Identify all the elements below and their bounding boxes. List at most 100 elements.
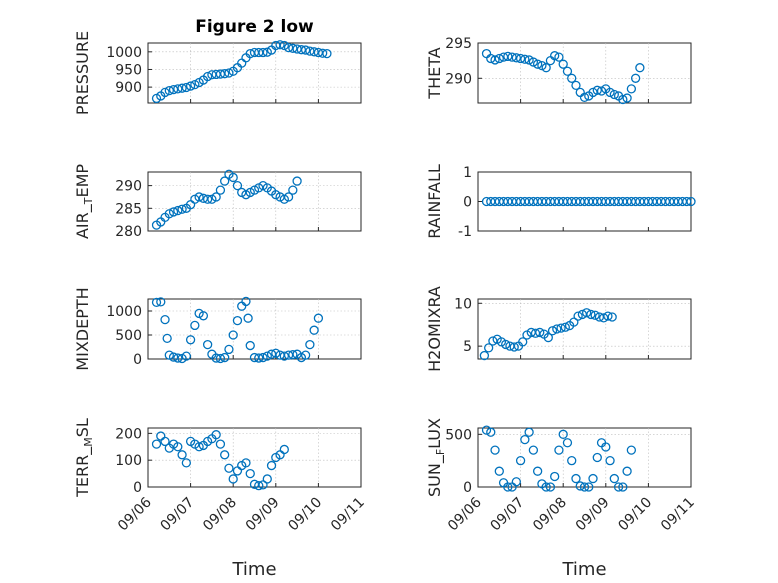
data-point bbox=[262, 474, 272, 484]
y-axis-label: RAINFALL bbox=[425, 164, 444, 239]
x-tick-label: 09/11 bbox=[328, 495, 368, 535]
data-point bbox=[241, 296, 251, 307]
data-point bbox=[232, 315, 243, 326]
data-point bbox=[151, 439, 162, 449]
data-point bbox=[547, 326, 558, 336]
data-point bbox=[556, 323, 566, 333]
data-point bbox=[494, 53, 504, 64]
data-point bbox=[573, 311, 583, 321]
x-tick-label: 09/06 bbox=[445, 494, 485, 534]
data-point bbox=[164, 85, 174, 96]
data-point bbox=[279, 40, 289, 51]
data-point bbox=[181, 458, 191, 468]
data-point bbox=[518, 337, 528, 347]
data-point bbox=[609, 473, 619, 484]
data-point bbox=[511, 53, 521, 63]
data-point bbox=[507, 52, 517, 62]
y-tick-label: 0 bbox=[463, 195, 472, 211]
data-point bbox=[202, 71, 213, 82]
data-point bbox=[569, 317, 579, 327]
x-tick-label: 09/06 bbox=[115, 494, 155, 534]
data-point bbox=[224, 344, 234, 355]
data-point bbox=[588, 87, 598, 98]
data-point bbox=[486, 427, 496, 437]
y-axis-label: PRESSURE bbox=[73, 31, 92, 115]
data-point bbox=[309, 47, 319, 57]
data-point bbox=[220, 69, 230, 79]
data-point bbox=[160, 314, 170, 325]
data-point bbox=[503, 51, 513, 62]
data-point bbox=[571, 80, 581, 91]
data-point bbox=[596, 86, 607, 96]
y-tick-label: 1000 bbox=[106, 45, 142, 61]
data-point bbox=[571, 473, 581, 484]
data-point bbox=[305, 339, 315, 350]
data-point bbox=[173, 205, 183, 216]
data-point bbox=[494, 466, 504, 476]
data-point bbox=[550, 471, 560, 482]
y-axis-label: SUN_FLUX bbox=[425, 418, 447, 497]
data-point bbox=[503, 482, 513, 492]
data-point bbox=[605, 456, 615, 466]
data-point bbox=[501, 339, 511, 350]
data-point bbox=[177, 83, 187, 93]
y-tick-label: 0 bbox=[133, 480, 142, 496]
x-tick-label: 09/10 bbox=[615, 495, 655, 535]
data-point bbox=[618, 482, 628, 492]
data-point bbox=[524, 55, 534, 65]
data-point bbox=[543, 332, 553, 343]
data-point bbox=[567, 73, 577, 83]
data-point bbox=[532, 466, 543, 476]
data-point bbox=[220, 352, 230, 363]
data-point bbox=[524, 427, 534, 437]
data-point bbox=[220, 176, 230, 186]
data-point bbox=[515, 456, 526, 466]
y-tick-label: 5 bbox=[463, 339, 472, 355]
axes-box bbox=[477, 427, 692, 488]
data-point bbox=[562, 66, 573, 76]
data-point bbox=[483, 343, 494, 353]
data-point bbox=[162, 333, 172, 344]
data-point bbox=[588, 473, 598, 484]
data-point bbox=[243, 313, 253, 323]
data-point bbox=[515, 53, 526, 64]
data-point bbox=[622, 466, 632, 476]
data-point bbox=[567, 456, 577, 466]
data-point bbox=[584, 482, 594, 492]
data-point bbox=[305, 46, 315, 56]
data-point bbox=[224, 463, 234, 473]
data-point bbox=[241, 458, 251, 468]
data-point bbox=[164, 350, 174, 360]
data-point bbox=[160, 87, 170, 98]
data-point bbox=[262, 47, 272, 57]
data-point bbox=[590, 310, 600, 320]
data-point bbox=[322, 48, 332, 59]
data-point bbox=[245, 340, 255, 351]
y-axis-label: H2OMIXRA bbox=[425, 286, 444, 372]
y-tick-label: 900 bbox=[115, 80, 142, 96]
x-tick-label: 09/11 bbox=[658, 495, 698, 535]
data-point bbox=[609, 89, 619, 100]
data-point bbox=[202, 194, 213, 204]
data-point bbox=[288, 350, 298, 360]
data-point bbox=[164, 209, 174, 219]
data-point bbox=[185, 81, 196, 91]
data-point bbox=[190, 320, 200, 331]
x-tick-label: 09/07 bbox=[488, 495, 528, 535]
data-point bbox=[490, 445, 500, 455]
data-point bbox=[682, 196, 692, 207]
y-tick-label: 100 bbox=[115, 453, 142, 469]
data-point bbox=[215, 185, 226, 195]
x-tick-label: 09/08 bbox=[530, 495, 570, 535]
x-tick-label: 09/09 bbox=[573, 495, 613, 535]
data-point bbox=[211, 430, 221, 440]
subplot-h2omixra: 5 10 H2OMIXRA bbox=[425, 286, 692, 372]
y-tick-label: -1 bbox=[458, 224, 472, 240]
data-point bbox=[245, 468, 255, 479]
subplot-rainfall: -1 0 1 RAINFALL bbox=[425, 164, 696, 240]
data-point bbox=[618, 94, 628, 105]
data-point bbox=[198, 311, 209, 321]
subplot-terr_msl: 0 100 200 09/06 09/07 09/08 09/09 09/10 09/11 Tim… bbox=[73, 418, 368, 580]
